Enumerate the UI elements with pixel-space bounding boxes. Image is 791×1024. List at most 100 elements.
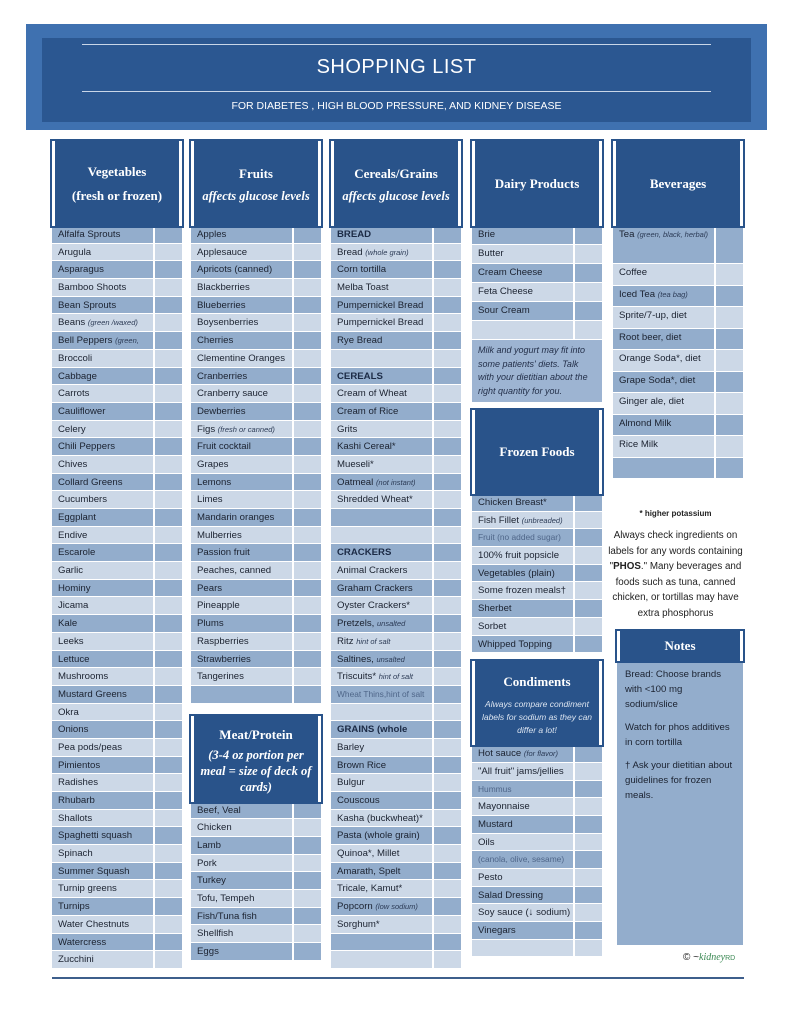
checkbox-cell[interactable] — [155, 668, 182, 685]
checkbox-cell[interactable] — [434, 580, 461, 597]
checkbox-cell[interactable] — [294, 872, 321, 889]
checkbox-cell[interactable] — [294, 686, 321, 703]
checkbox-cell[interactable] — [575, 798, 602, 815]
checkbox-cell[interactable] — [294, 509, 321, 526]
checkbox-cell[interactable] — [575, 321, 602, 339]
checkbox-cell[interactable] — [716, 286, 743, 307]
checkbox-cell[interactable] — [155, 633, 182, 650]
checkbox-cell[interactable] — [575, 494, 602, 511]
checkbox-cell[interactable] — [155, 739, 182, 756]
checkbox-cell[interactable] — [294, 261, 321, 278]
checkbox-cell[interactable] — [575, 226, 602, 244]
checkbox-cell[interactable] — [716, 458, 743, 479]
checkbox-cell[interactable] — [434, 385, 461, 402]
checkbox-cell[interactable] — [575, 763, 602, 780]
checkbox-cell[interactable] — [434, 368, 461, 385]
checkbox-cell[interactable] — [294, 908, 321, 925]
checkbox-cell[interactable] — [155, 721, 182, 738]
checkbox-cell[interactable] — [434, 757, 461, 774]
checkbox-cell[interactable] — [294, 668, 321, 685]
checkbox-cell[interactable] — [434, 615, 461, 632]
checkbox-cell[interactable] — [294, 438, 321, 455]
checkbox-cell[interactable] — [434, 934, 461, 951]
checkbox-cell[interactable] — [434, 597, 461, 614]
checkbox-cell[interactable] — [294, 633, 321, 650]
checkbox-cell[interactable] — [575, 940, 602, 957]
checkbox-cell[interactable] — [155, 810, 182, 827]
checkbox-cell[interactable] — [434, 827, 461, 844]
checkbox-cell[interactable] — [294, 226, 321, 243]
checkbox-cell[interactable] — [294, 403, 321, 420]
checkbox-cell[interactable] — [294, 385, 321, 402]
checkbox-cell[interactable] — [575, 245, 602, 263]
checkbox-cell[interactable] — [575, 565, 602, 582]
checkbox-cell[interactable] — [155, 827, 182, 844]
checkbox-cell[interactable] — [434, 297, 461, 314]
checkbox-cell[interactable] — [155, 951, 182, 968]
checkbox-cell[interactable] — [716, 436, 743, 457]
checkbox-cell[interactable] — [155, 368, 182, 385]
checkbox-cell[interactable] — [575, 582, 602, 599]
checkbox-cell[interactable] — [575, 547, 602, 564]
checkbox-cell[interactable] — [434, 651, 461, 668]
checkbox-cell[interactable] — [294, 943, 321, 960]
checkbox-cell[interactable] — [575, 264, 602, 282]
checkbox-cell[interactable] — [294, 456, 321, 473]
checkbox-cell[interactable] — [434, 509, 461, 526]
checkbox-cell[interactable] — [575, 600, 602, 617]
checkbox-cell[interactable] — [716, 307, 743, 328]
checkbox-cell[interactable] — [294, 837, 321, 854]
checkbox-cell[interactable] — [155, 774, 182, 791]
checkbox-cell[interactable] — [434, 421, 461, 438]
checkbox-cell[interactable] — [155, 597, 182, 614]
checkbox-cell[interactable] — [294, 580, 321, 597]
checkbox-cell[interactable] — [434, 704, 461, 721]
checkbox-cell[interactable] — [294, 527, 321, 544]
checkbox-cell[interactable] — [155, 898, 182, 915]
checkbox-cell[interactable] — [294, 244, 321, 261]
checkbox-cell[interactable] — [434, 527, 461, 544]
checkbox-cell[interactable] — [434, 279, 461, 296]
checkbox-cell[interactable] — [575, 636, 602, 653]
checkbox-cell[interactable] — [434, 686, 461, 703]
checkbox-cell[interactable] — [434, 562, 461, 579]
checkbox-cell[interactable] — [434, 863, 461, 880]
checkbox-cell[interactable] — [434, 261, 461, 278]
checkbox-cell[interactable] — [155, 527, 182, 544]
checkbox-cell[interactable] — [294, 855, 321, 872]
checkbox-cell[interactable] — [434, 880, 461, 897]
checkbox-cell[interactable] — [294, 368, 321, 385]
checkbox-cell[interactable] — [575, 283, 602, 301]
checkbox-cell[interactable] — [434, 491, 461, 508]
checkbox-cell[interactable] — [155, 456, 182, 473]
checkbox-cell[interactable] — [294, 615, 321, 632]
checkbox-cell[interactable] — [155, 845, 182, 862]
checkbox-cell[interactable] — [155, 332, 182, 349]
checkbox-cell[interactable] — [155, 863, 182, 880]
checkbox-cell[interactable] — [294, 350, 321, 367]
checkbox-cell[interactable] — [155, 350, 182, 367]
checkbox-cell[interactable] — [294, 297, 321, 314]
checkbox-cell[interactable] — [294, 314, 321, 331]
checkbox-cell[interactable] — [155, 226, 182, 243]
checkbox-cell[interactable] — [155, 314, 182, 331]
checkbox-cell[interactable] — [155, 880, 182, 897]
checkbox-cell[interactable] — [434, 721, 461, 738]
checkbox-cell[interactable] — [294, 474, 321, 491]
checkbox-cell[interactable] — [155, 615, 182, 632]
checkbox-cell[interactable] — [155, 385, 182, 402]
checkbox-cell[interactable] — [434, 403, 461, 420]
checkbox-cell[interactable] — [575, 922, 602, 939]
checkbox-cell[interactable] — [434, 916, 461, 933]
checkbox-cell[interactable] — [434, 633, 461, 650]
checkbox-cell[interactable] — [155, 421, 182, 438]
checkbox-cell[interactable] — [434, 810, 461, 827]
checkbox-cell[interactable] — [155, 509, 182, 526]
checkbox-cell[interactable] — [434, 668, 461, 685]
checkbox-cell[interactable] — [575, 851, 602, 868]
checkbox-cell[interactable] — [155, 491, 182, 508]
checkbox-cell[interactable] — [155, 244, 182, 261]
checkbox-cell[interactable] — [575, 512, 602, 529]
checkbox-cell[interactable] — [294, 562, 321, 579]
checkbox-cell[interactable] — [716, 415, 743, 436]
